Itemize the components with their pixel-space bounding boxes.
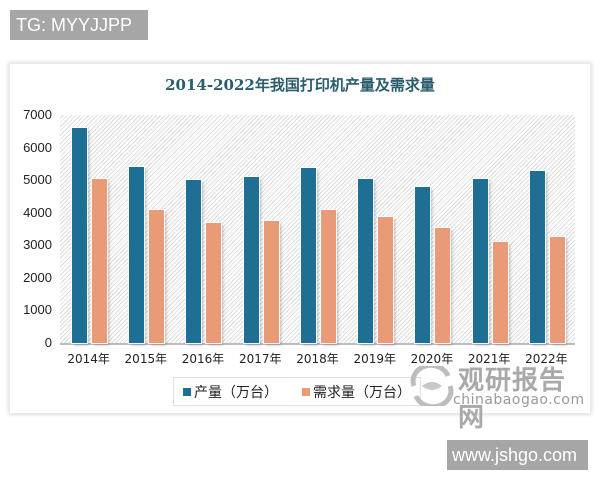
bar-production	[415, 187, 431, 343]
bar-demand	[549, 236, 565, 343]
chart-title: 2014-2022年我国打印机产量及需求量	[165, 76, 435, 94]
watermark-tag-top: TG: MYYJJPP	[10, 10, 148, 40]
x-tick-label: 2018年	[296, 352, 339, 366]
brand-logo-icon	[410, 366, 454, 406]
x-tick-label: 2021年	[467, 352, 511, 366]
bar-production	[129, 167, 145, 343]
watermark-tag-bottom: www.jshgo.com	[447, 440, 588, 470]
brand-name-cn: 观研报告网	[458, 366, 567, 433]
y-tick-label: 6000	[23, 139, 52, 155]
bar-demand	[206, 223, 222, 343]
legend-swatch-production	[183, 387, 191, 396]
y-tick-label: 1000	[23, 302, 52, 318]
x-tick-label: 2019年	[353, 352, 396, 366]
bar-demand	[320, 210, 336, 343]
bar-demand	[492, 242, 508, 343]
y-tick-label: 5000	[23, 172, 52, 188]
bar-production	[529, 171, 545, 343]
legend-label-demand: 需求量（万台）	[313, 384, 411, 401]
bar-demand	[435, 228, 451, 343]
bar-demand	[149, 210, 165, 343]
plot-area	[60, 115, 575, 345]
legend: 产量（万台） 需求量（万台）	[173, 377, 421, 406]
y-tick-label: 0	[44, 335, 52, 350]
x-tick-label: 2017年	[238, 352, 282, 366]
chart-card: 2014-2022年我国打印机产量及需求量 0 1000 2000 3000 4000 5…	[10, 64, 590, 433]
bar-production	[72, 128, 87, 343]
bar-production	[186, 180, 202, 343]
brand-name-en: chinabaogao.com	[453, 392, 585, 408]
bar-production	[358, 179, 374, 343]
legend-item-demand: 需求量（万台）	[302, 382, 411, 402]
y-tick-label: 3000	[23, 237, 52, 253]
bar-demand	[92, 178, 107, 343]
x-tick-label: 2015年	[124, 352, 168, 366]
bar-demand	[378, 217, 394, 343]
brand-watermark: 观研报告网 chinabaogao.com	[408, 360, 588, 433]
bar-production	[243, 176, 259, 343]
x-tick-label: 2022年	[525, 352, 568, 366]
x-tick-label: 2020年	[410, 352, 454, 366]
x-tick-label: 2016年	[181, 352, 225, 366]
legend-swatch-demand	[302, 387, 310, 396]
bar-production	[300, 168, 316, 343]
x-tick-label: 2014年	[67, 352, 110, 366]
bar-demand	[263, 221, 279, 343]
legend-label-production: 产量（万台）	[194, 384, 278, 401]
bar-production	[472, 179, 488, 343]
y-tick-label: 4000	[23, 204, 52, 220]
legend-item-production: 产量（万台）	[183, 382, 278, 402]
y-tick-label: 2000	[23, 269, 52, 285]
y-tick-label: 7000	[23, 107, 52, 122]
